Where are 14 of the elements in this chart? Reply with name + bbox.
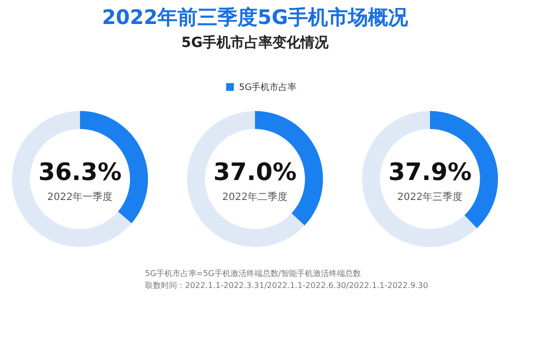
text: 2022年三季度 bbox=[397, 191, 463, 203]
donut-slice bbox=[362, 111, 477, 247]
text: 取数时间：2022.1.1-2022.3.31/2022.1.1-2022.6.30/2022.1.1-2022.9.30 bbox=[145, 281, 428, 290]
data-label: 37.9% bbox=[388, 158, 472, 186]
data-label: 36.3% bbox=[38, 158, 122, 186]
legend-label: 5G手机市占率 bbox=[239, 82, 297, 93]
text: 5G手机市占率=5G手机激活终端总数/智能手机激活终端总数 bbox=[145, 269, 361, 278]
data-label: 37.0% bbox=[213, 158, 297, 186]
text: 2022年一季度 bbox=[47, 191, 113, 203]
chart-title: 2022年前三季度5G手机市场概况 bbox=[102, 5, 409, 29]
donut-slice bbox=[12, 111, 132, 247]
chart-subtitle: 5G手机市占率变化情况 bbox=[181, 34, 330, 51]
text: 2022年二季度 bbox=[222, 191, 288, 203]
donut-slice bbox=[187, 111, 305, 247]
